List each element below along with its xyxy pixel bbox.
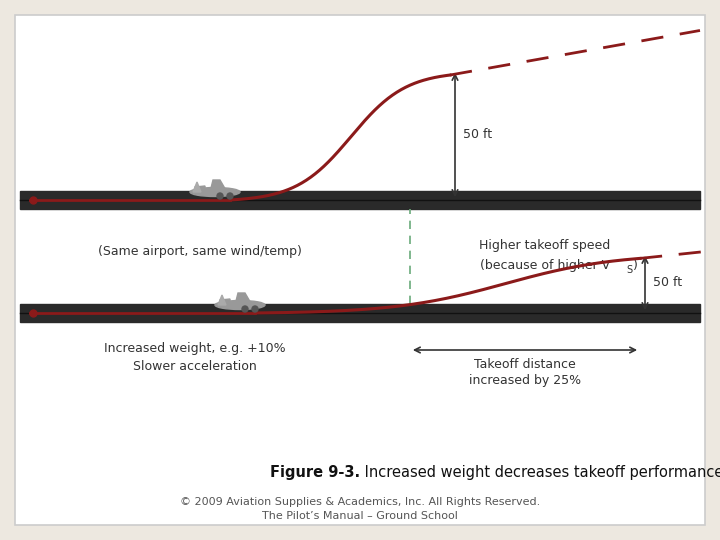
Polygon shape: [195, 186, 205, 192]
Circle shape: [242, 306, 248, 312]
Text: Slower acceleration: Slower acceleration: [133, 360, 257, 373]
Ellipse shape: [215, 300, 265, 309]
Circle shape: [227, 193, 233, 199]
Text: Increased weight decreases takeoff performance.: Increased weight decreases takeoff perfo…: [360, 464, 720, 480]
Text: ): ): [633, 260, 638, 273]
Text: increased by 25%: increased by 25%: [469, 374, 581, 387]
FancyBboxPatch shape: [15, 15, 705, 525]
Polygon shape: [210, 180, 227, 192]
Polygon shape: [218, 295, 226, 305]
Text: (because of higher V: (because of higher V: [480, 260, 610, 273]
Text: © 2009 Aviation Supplies & Academics, Inc. All Rights Reserved.: © 2009 Aviation Supplies & Academics, In…: [180, 497, 540, 507]
Text: Increased weight, e.g. +10%: Increased weight, e.g. +10%: [104, 342, 286, 355]
Text: The Pilot’s Manual – Ground School: The Pilot’s Manual – Ground School: [262, 511, 458, 521]
Text: 50 ft: 50 ft: [653, 276, 682, 289]
Polygon shape: [220, 299, 230, 305]
Circle shape: [217, 193, 223, 199]
Text: 50 ft: 50 ft: [463, 129, 492, 141]
Ellipse shape: [190, 187, 240, 197]
Text: Takeoff distance: Takeoff distance: [474, 358, 576, 371]
Text: S: S: [626, 265, 632, 275]
Polygon shape: [235, 293, 252, 305]
Polygon shape: [193, 182, 201, 192]
Text: Figure 9-3.: Figure 9-3.: [270, 464, 360, 480]
Circle shape: [252, 306, 258, 312]
Bar: [20, 191, 700, 209]
Text: Higher takeoff speed: Higher takeoff speed: [480, 240, 611, 253]
Text: (Same airport, same wind/temp): (Same airport, same wind/temp): [98, 245, 302, 258]
Bar: [20, 304, 700, 322]
